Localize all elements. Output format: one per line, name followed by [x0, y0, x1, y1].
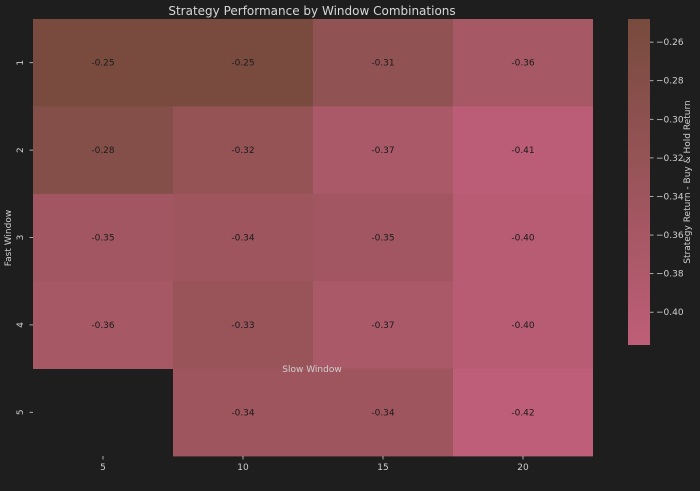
cell-value-label: -0.35 — [91, 234, 114, 244]
heatmap-cell — [173, 193, 313, 282]
heatmap-cell — [313, 281, 453, 369]
heatmap-cell — [173, 106, 313, 195]
cell-value-label: -0.34 — [371, 408, 395, 418]
colorbar — [628, 19, 650, 345]
cell-value-label: -0.35 — [371, 234, 394, 244]
y-tick-label: 1 — [16, 60, 26, 66]
cell-value-label: -0.34 — [231, 234, 255, 244]
cell-value-label: -0.37 — [371, 146, 394, 156]
colorbar-tick-label: −0.30 — [656, 115, 684, 125]
heatmap-cell — [313, 106, 453, 195]
y-axis-label: Fast Window — [4, 210, 14, 266]
heatmap-cell — [453, 368, 593, 457]
heatmap-cell — [313, 368, 453, 457]
colorbar-tick-label: −0.40 — [656, 308, 684, 318]
x-tick-label: 5 — [100, 463, 106, 473]
cell-value-label: -0.37 — [371, 321, 394, 331]
colorbar-tick-label: −0.34 — [656, 192, 684, 202]
heatmap-cell — [33, 193, 173, 282]
heatmap-cell — [453, 19, 593, 107]
cell-value-label: -0.33 — [231, 321, 254, 331]
x-axis: 5 10 15 20 — [100, 456, 529, 473]
cell-value-label: -0.41 — [511, 146, 534, 156]
heatmap-cell — [313, 193, 453, 282]
heatmap-cell — [173, 368, 313, 457]
colorbar-tick-label: −0.28 — [656, 77, 684, 87]
heatmap-cells: -0.25 -0.25 -0.31 -0.36 -0.28 -0.32 -0.37 -0.41… — [33, 19, 593, 457]
y-tick-label: 2 — [16, 147, 26, 153]
heatmap-cell — [453, 281, 593, 369]
heatmap-cell — [173, 19, 313, 107]
y-tick-label: 3 — [16, 235, 26, 241]
chart-title: Strategy Performance by Window Combinati… — [168, 4, 455, 18]
colorbar-ticks: −0.26 −0.28 −0.30 −0.32 −0.34 −0.36 −0.38 −0.40 — [650, 38, 684, 318]
cell-value-label: -0.28 — [91, 146, 115, 156]
heatmap-cell — [173, 281, 313, 369]
cell-value-label: -0.42 — [511, 408, 534, 418]
heatmap-cell — [33, 106, 173, 195]
cell-value-label: -0.25 — [91, 59, 114, 69]
x-axis-label: Slow Window — [282, 365, 341, 375]
heatmap-cell — [33, 281, 173, 369]
cell-value-label: -0.36 — [511, 59, 535, 69]
x-tick-label: 20 — [517, 463, 529, 473]
cell-value-label: -0.40 — [511, 321, 535, 331]
heatmap-cell — [313, 19, 453, 107]
y-axis: 1 2 3 4 5 — [16, 60, 33, 415]
colorbar-tick-label: −0.36 — [656, 231, 684, 241]
x-tick-label: 15 — [377, 463, 388, 473]
y-tick-label: 4 — [16, 322, 26, 328]
heatmap-cell — [453, 106, 593, 195]
cell-value-label: -0.32 — [231, 146, 254, 156]
cell-value-label: -0.34 — [231, 408, 255, 418]
heatmap-cell — [33, 19, 173, 107]
colorbar-label: Strategy Return - Buy & Hold Return — [683, 100, 693, 263]
colorbar-tick-label: −0.26 — [656, 38, 684, 48]
y-tick-label: 5 — [16, 409, 26, 415]
cell-value-label: -0.36 — [91, 321, 115, 331]
x-tick-label: 10 — [237, 463, 249, 473]
cell-value-label: -0.40 — [511, 234, 535, 244]
cell-value-label: -0.31 — [371, 59, 394, 69]
heatmap-cell — [453, 193, 593, 282]
colorbar-tick-label: −0.32 — [656, 154, 684, 164]
colorbar-tick-label: −0.38 — [656, 270, 684, 280]
cell-value-label: -0.25 — [231, 59, 254, 69]
